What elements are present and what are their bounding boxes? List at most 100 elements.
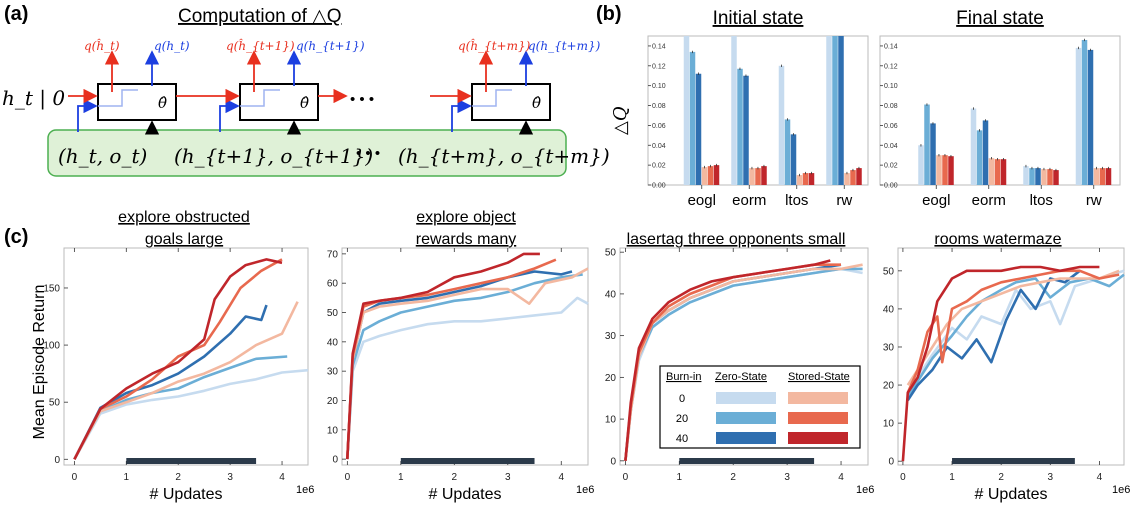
y-tick-label: 0.06: [652, 123, 666, 130]
y-tick-label: 10: [605, 415, 617, 426]
internal-path: [98, 89, 138, 107]
bar-eorm-s4: [994, 159, 1001, 185]
series-line-5: [346, 252, 540, 460]
bar-eorm-s5: [1000, 159, 1007, 185]
x-axis-label: # Updates: [429, 486, 502, 503]
x-tick-label-ltos: ltos: [1030, 192, 1053, 209]
y-tick-label: 0.04: [652, 143, 666, 150]
y-tick-label: 50: [883, 266, 895, 277]
x-tick-label: 2: [730, 472, 736, 483]
bar-eorm-s0: [970, 108, 977, 185]
x-tick-label: 3: [227, 472, 233, 483]
y-tick-label: 0: [332, 455, 338, 466]
bar-ltos-s4: [802, 173, 809, 185]
series-line-5: [901, 265, 1100, 462]
y-tick-label: 0.06: [884, 123, 898, 130]
bar-ltos-s3: [1041, 169, 1047, 185]
y-tick-label: 20: [605, 373, 617, 384]
panel-c: (c) Mean Episode Return explore obstruct…: [4, 209, 1130, 503]
theta-label: θ̂: [158, 94, 167, 112]
y-tick-label: 0.14: [652, 43, 666, 50]
bar-eogl-s5: [948, 156, 954, 185]
input-sequence-box: [47, 129, 567, 177]
bar-rw-s3: [1093, 168, 1100, 185]
bar-rw-s4: [850, 170, 856, 185]
x-axis-label: # Updates: [150, 486, 223, 503]
q-label-q-t: q(h_t): [154, 39, 190, 53]
theta-label: θ̂: [532, 94, 541, 112]
y-tick-label: 60: [327, 279, 339, 290]
input-ht-ot: (h_t, o_t): [58, 144, 147, 168]
x-tick-label: 0: [900, 472, 906, 483]
bar-rw-s0: [826, 36, 832, 185]
y-tick-label: 0.08: [652, 103, 666, 110]
bar-eorm-s2: [982, 120, 989, 185]
x-tick-label: 4: [838, 472, 844, 483]
y-tick-label: 0.14: [884, 43, 898, 50]
bar-eorm-s2: [743, 75, 749, 185]
line-chart-4: rooms watermaze 0 10 20 30 40 50 0 1 2 3 4 1e6 # Upda…: [883, 231, 1130, 503]
y-tick-label: 100: [43, 341, 60, 352]
bar-rw-s5: [856, 168, 862, 185]
x-axis-label: # Updates: [975, 486, 1048, 503]
x-tick-label: 1: [949, 472, 955, 483]
x-tick-label-rw: rw: [1086, 192, 1102, 209]
x-tick-label-eogl: eogl: [922, 192, 950, 209]
y-tick-label: 50: [327, 308, 339, 319]
bar-rw-s1: [1081, 39, 1088, 186]
bar-eogl-s1: [924, 104, 930, 185]
y-tick-label: 0.12: [884, 63, 898, 70]
y-tick-label: 0.00: [652, 183, 666, 190]
x-tick-label: 3: [784, 472, 790, 483]
y-tick-label: 0.12: [652, 63, 666, 70]
y-tick-label: 0: [610, 456, 616, 467]
bar-eogl-s5: [713, 165, 720, 185]
panel-b-ylabel: △Q: [610, 106, 631, 135]
bar-eogl-s0: [683, 36, 690, 185]
x-tick-label: 3: [505, 472, 511, 483]
q-hat-label-q-hat-tm: q(ĥ_{t+m}): [458, 38, 531, 53]
y-tick-label: 50: [49, 398, 61, 409]
x-tick-label: 1: [677, 472, 683, 483]
input-dots: • • •: [356, 145, 380, 162]
y-tick-label: 0: [888, 457, 894, 468]
y-tick-label: 0.02: [652, 163, 666, 170]
legend-header-burnin: Burn-in: [666, 371, 701, 383]
series-line-0: [906, 269, 1125, 394]
plot-frame: [341, 247, 589, 466]
legend-swatch-stored-0: [788, 392, 848, 404]
bar-eogl-s3: [936, 155, 942, 185]
series-line-2: [73, 304, 268, 460]
line-chart-title: rewards many: [416, 231, 516, 248]
x-tick-label: 2: [998, 472, 1004, 483]
y-tick-label: 0.04: [884, 143, 898, 150]
series-line-1: [346, 273, 583, 460]
x-tick-label: 2: [452, 472, 458, 483]
y-tick-label: 70: [327, 249, 339, 260]
y-tick-label: 20: [327, 396, 339, 407]
panel-b-label: (b): [596, 3, 622, 25]
bar-ltos-s5: [808, 173, 815, 185]
x-tick-label: 1: [124, 472, 130, 483]
series-line-0: [346, 296, 589, 460]
legend-header-stored: Stored-State: [788, 371, 850, 383]
x-exponent: 1e6: [296, 484, 314, 496]
input-arrow: [77, 98, 98, 132]
line-chart-3: lasertag three opponents small0102030405…: [605, 231, 874, 496]
bar-eogl-s4: [707, 166, 714, 185]
x-tick-label: 3: [1048, 472, 1054, 483]
panel-b: (b) △Q 0.00 0.02 0.04 0.06 0.08 0.10 0.12 0.14 I…: [596, 3, 1121, 209]
panel-a-title: Computation of △Q: [178, 6, 342, 27]
y-tick-label: 10: [327, 425, 339, 436]
x-tick-label: 2: [175, 472, 181, 483]
q-hat-label-q-hat-t1: q(ĥ_{t+1}): [226, 38, 295, 53]
bar-rw-s1: [832, 36, 838, 185]
q-label-q-t1: q(h_{t+1}): [296, 39, 365, 53]
series-line-5: [624, 259, 831, 461]
y-tick-label: 0: [54, 455, 60, 466]
bar-rw-s3: [844, 173, 850, 185]
legend-swatch-stored-40: [788, 432, 848, 444]
x-tick-label: 0: [623, 472, 629, 483]
bar-chart-title: Initial state: [713, 8, 804, 29]
